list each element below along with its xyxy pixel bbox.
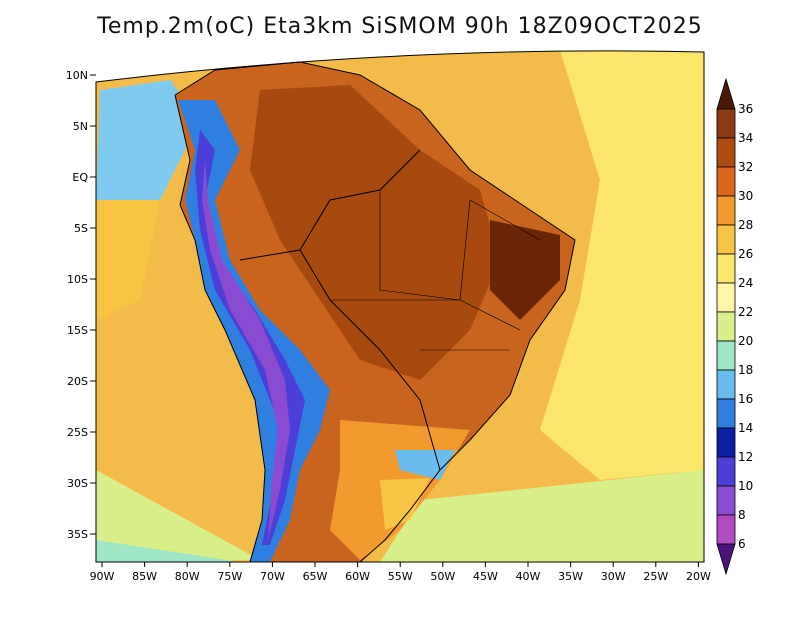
colorbar-label: 28 (738, 218, 753, 232)
southeast-cool (380, 470, 704, 562)
lon-label: 65W (303, 570, 328, 583)
colorbar-swatch (716, 166, 736, 197)
colorbar-label: 34 (738, 131, 753, 145)
lon-label: 35W (558, 570, 583, 583)
colorbar-swatch (716, 340, 736, 371)
colorbar-swatch (716, 456, 736, 487)
lat-label: 25S (67, 426, 88, 439)
south-cool (96, 470, 260, 562)
borders (174, 61, 576, 563)
lon-label: 60W (345, 570, 370, 583)
lat-label: EQ (72, 171, 88, 184)
colorbar-swatch (716, 108, 736, 139)
lat-label: 15S (67, 324, 88, 337)
lon-label: 75W (217, 570, 242, 583)
colorbar-bottom-arrow (716, 543, 736, 576)
brazil-border (239, 149, 441, 471)
lon-label: 90W (90, 570, 115, 583)
colorbar-swatch (716, 253, 736, 284)
lat-label: 10N (66, 69, 88, 82)
lon-label: 40W (516, 570, 541, 583)
colorbar: 36 34 32 30 28 26 24 22 20 18 16 14 12 10 8 6 (716, 77, 753, 576)
map-frame (95, 50, 705, 563)
colorbar-label: 16 (738, 392, 753, 406)
coastline (174, 61, 576, 563)
colorbar-swatch (716, 398, 736, 429)
lon-label: 45W (473, 570, 498, 583)
longitude-axis: 90W 85W 80W 75W 70W 65W 60W 55W 50W 45W 40W 35W 30W 2… (90, 562, 711, 583)
colorbar-swatch (716, 195, 736, 226)
colorbar-label: 30 (738, 189, 753, 203)
colorbar-label: 6 (738, 537, 746, 551)
uruguay-warm (380, 478, 430, 530)
lon-label: 85W (132, 570, 157, 583)
latitude-axis: 10N 5N EQ 5S 10S 15S 20S 25S 30S 35S (66, 69, 96, 541)
colorbar-label: 14 (738, 421, 753, 435)
colorbar-label: 32 (738, 160, 753, 174)
lat-label: 20S (67, 375, 88, 388)
lon-label: 50W (430, 570, 455, 583)
colorbar-label: 10 (738, 479, 753, 493)
map-field (96, 50, 704, 563)
colorbar-swatch (716, 311, 736, 342)
colorbar-label: 26 (738, 247, 753, 261)
lat-label: 10S (67, 273, 88, 286)
lat-label: 35S (67, 528, 88, 541)
colorbar-label: 24 (738, 276, 753, 290)
atlantic-warm (540, 50, 704, 480)
colorbar-label: 36 (738, 102, 753, 116)
lon-label: 70W (260, 570, 285, 583)
lon-label: 20W (686, 570, 711, 583)
lon-label: 30W (601, 570, 626, 583)
colorbar-label: 20 (738, 334, 753, 348)
map-title: Temp.2m(oC) Eta3km SiSMOM 90h 18Z09OCT20… (97, 14, 703, 39)
southern-brazil-cool (395, 450, 455, 480)
colorbar-swatch (716, 427, 736, 458)
lon-label: 80W (175, 570, 200, 583)
andes-core (202, 160, 290, 540)
colorbar-top-arrow (716, 77, 736, 110)
lat-label: 30S (67, 477, 88, 490)
lon-label: 25W (643, 570, 668, 583)
colorbar-label: 22 (738, 305, 753, 319)
colorbar-label: 12 (738, 450, 753, 464)
lat-label: 5N (73, 120, 88, 133)
colorbar-swatch (716, 282, 736, 313)
hot-interior (250, 85, 500, 380)
colorbar-swatch (716, 485, 736, 516)
colorbar-swatch (716, 224, 736, 255)
colorbar-swatch (716, 137, 736, 168)
pacific-cool-strip (96, 540, 240, 562)
colorbar-swatch (716, 514, 736, 545)
colorbar-swatch (716, 369, 736, 400)
pacific-north-pale (96, 200, 160, 320)
lon-label: 55W (388, 570, 413, 583)
colorbar-label: 18 (738, 363, 753, 377)
state-lines (330, 190, 541, 351)
hottest-northeast (490, 220, 560, 320)
lat-label: 5S (74, 222, 88, 235)
colorbar-label: 8 (738, 508, 746, 522)
